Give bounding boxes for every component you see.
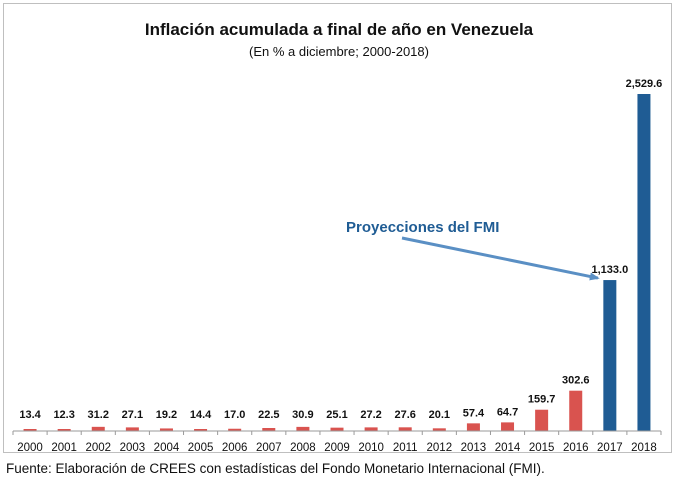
data-label-2002: 31.2 — [88, 409, 109, 421]
data-label-2015: 159.7 — [528, 394, 556, 406]
chart-frame — [3, 3, 672, 453]
data-label-2013: 57.4 — [463, 407, 485, 419]
source-note: Fuente: Elaboración de CREES con estadís… — [6, 461, 545, 476]
x-tick-label-2016: 2016 — [563, 442, 589, 454]
data-label-2009: 25.1 — [326, 409, 347, 421]
bar-2015 — [535, 409, 549, 431]
data-label-2000: 13.4 — [19, 409, 41, 421]
x-tick-label-2000: 2000 — [17, 442, 43, 454]
bar-2017 — [603, 280, 617, 431]
annotation-arrow — [401, 236, 600, 281]
annotation-label: Proyecciones del FMI — [346, 219, 499, 236]
chart-subtitle: (En % a diciembre; 2000-2018) — [249, 44, 429, 59]
x-tick-label-2012: 2012 — [427, 442, 453, 454]
bar-2008 — [296, 426, 310, 431]
data-label-2007: 22.5 — [258, 409, 279, 421]
bar-2001 — [57, 429, 71, 431]
bar-2003 — [125, 427, 139, 431]
x-tick-label-2007: 2007 — [256, 442, 282, 454]
data-label-2001: 12.3 — [53, 409, 74, 421]
data-label-2017: 1,133.0 — [591, 264, 628, 276]
data-label-2011: 27.6 — [394, 409, 415, 421]
x-tick-label-2013: 2013 — [461, 442, 487, 454]
bar-2013 — [466, 423, 480, 431]
x-tick-label-2010: 2010 — [358, 442, 384, 454]
bar-2007 — [262, 428, 276, 431]
bar-2000 — [23, 429, 37, 431]
x-tick-label-2011: 2011 — [393, 442, 418, 454]
data-label-2005: 14.4 — [190, 409, 212, 421]
x-tick-label-2018: 2018 — [631, 442, 657, 454]
data-label-2014: 64.7 — [497, 406, 518, 418]
data-label-2018: 2,529.6 — [626, 78, 663, 90]
bar-2006 — [228, 428, 242, 431]
bar-2016 — [569, 390, 583, 431]
x-tick-label-2004: 2004 — [154, 442, 180, 454]
x-tick-label-2009: 2009 — [324, 442, 350, 454]
bar-2005 — [194, 429, 208, 431]
x-tick-label-2006: 2006 — [222, 442, 248, 454]
bar-2009 — [330, 427, 344, 431]
x-tick-label-2017: 2017 — [597, 442, 623, 454]
data-label-2004: 19.2 — [156, 409, 177, 421]
data-label-2003: 27.1 — [122, 409, 143, 421]
bar-2002 — [91, 426, 105, 431]
data-label-2012: 20.1 — [429, 409, 450, 421]
data-label-2008: 30.9 — [292, 409, 313, 421]
x-tick-label-2003: 2003 — [120, 442, 146, 454]
bar-2014 — [501, 422, 515, 431]
x-tick-label-2015: 2015 — [529, 442, 555, 454]
data-label-2016: 302.6 — [562, 375, 590, 387]
bar-2011 — [398, 427, 412, 431]
chart-title: Inflación acumulada a final de año en Ve… — [144, 20, 534, 39]
bar-2012 — [432, 428, 446, 431]
x-tick-label-2005: 2005 — [188, 442, 214, 454]
x-tick-label-2014: 2014 — [495, 442, 521, 454]
bar-2004 — [159, 428, 173, 431]
bar-2018 — [637, 94, 651, 431]
data-label-2010: 27.2 — [360, 409, 381, 421]
x-tick-label-2002: 2002 — [85, 442, 111, 454]
bar-2010 — [364, 427, 378, 431]
data-label-2006: 17.0 — [224, 409, 245, 421]
x-tick-label-2008: 2008 — [290, 442, 316, 454]
x-tick-label-2001: 2001 — [51, 442, 77, 454]
